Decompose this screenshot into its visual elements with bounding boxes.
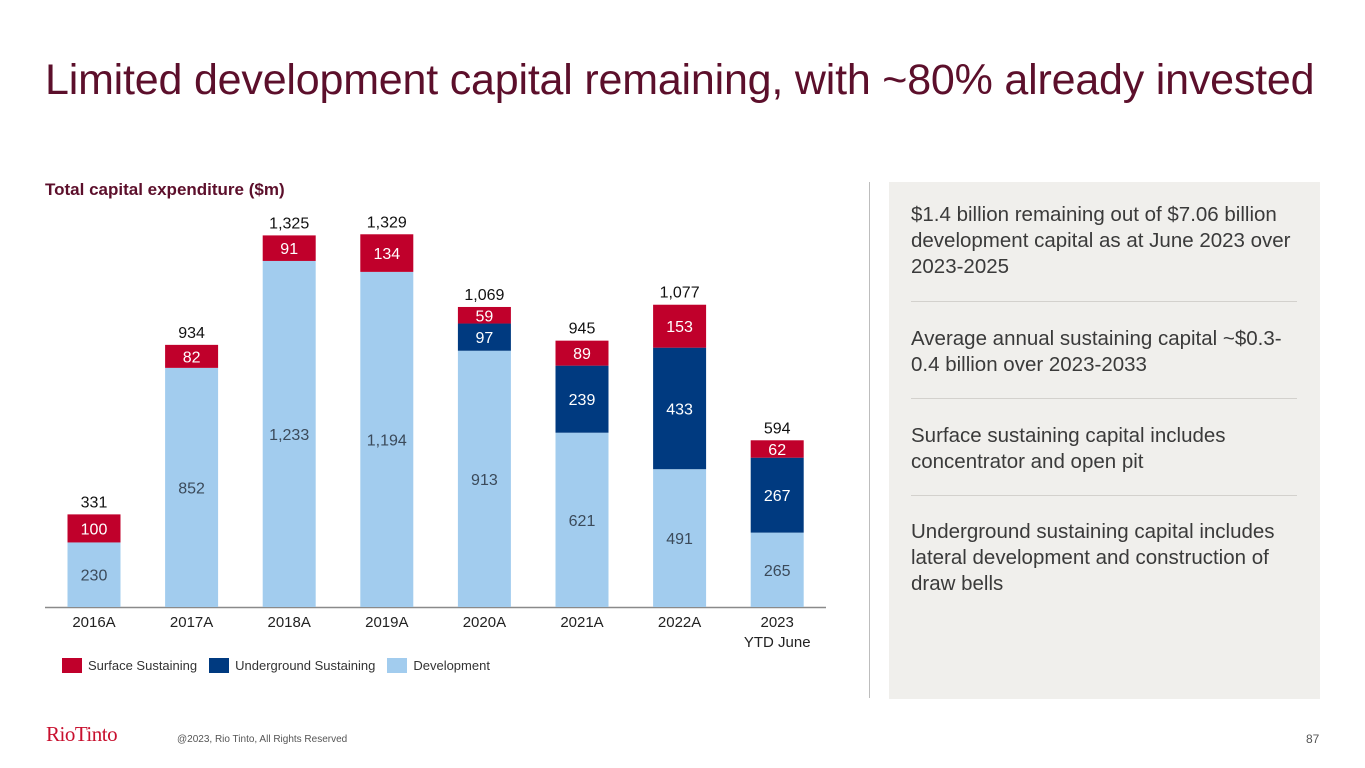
legend-swatch-development <box>387 658 408 673</box>
bar-segment-development <box>360 271 414 607</box>
key-point: Average annual sustaining capital ~$0.3-… <box>911 327 1282 376</box>
data-label-underground-sustaining: 433 <box>666 401 693 418</box>
legend-item-development: Development <box>387 658 490 673</box>
chart-title: Total capital expenditure ($m) <box>45 180 285 199</box>
bar-segment-underground-sustaining <box>653 347 707 470</box>
total-label: 945 <box>569 321 596 338</box>
total-label: 331 <box>81 494 108 511</box>
legend-label: Surface Sustaining <box>88 658 198 673</box>
x-tick-label: 2022A <box>658 614 701 631</box>
key-point: Underground sustaining capital includes … <box>911 520 1275 595</box>
data-label-surface-sustaining: 62 <box>768 442 786 459</box>
x-tick-label: 2016A <box>72 614 115 631</box>
panel-divider <box>911 301 1297 302</box>
key-point: Surface sustaining capital includes conc… <box>911 424 1226 473</box>
total-label: 1,077 <box>660 285 700 302</box>
bar-segment-development <box>165 367 219 607</box>
data-label-surface-sustaining: 153 <box>666 319 693 336</box>
vertical-divider <box>869 182 870 698</box>
bar-segment-surface-sustaining <box>653 304 707 348</box>
data-label-surface-sustaining: 91 <box>280 241 298 258</box>
data-label-development: 1,233 <box>269 427 309 444</box>
key-points-panel: $1.4 billion remaining out of $7.06 bill… <box>889 182 1320 699</box>
data-label-underground-sustaining: 267 <box>764 488 791 505</box>
total-label: 1,069 <box>464 287 504 304</box>
bar-segment-development <box>555 432 609 607</box>
chart-legend: Surface Sustaining Underground Sustainin… <box>62 658 502 673</box>
data-label-surface-sustaining: 134 <box>373 246 400 263</box>
bar-segment-surface-sustaining <box>555 340 609 366</box>
bar-segment-surface-sustaining <box>67 514 121 543</box>
data-label-underground-sustaining: 239 <box>569 392 596 409</box>
data-label-development: 621 <box>569 513 596 530</box>
slide-title: Limited development capital remaining, w… <box>45 56 1315 104</box>
data-label-surface-sustaining: 100 <box>81 521 108 538</box>
data-label-development: 1,194 <box>367 432 407 449</box>
data-label-surface-sustaining: 89 <box>573 346 591 363</box>
data-label-development: 491 <box>666 531 693 548</box>
key-point: $1.4 billion remaining out of $7.06 bill… <box>911 203 1291 278</box>
data-label-development: 265 <box>764 563 791 580</box>
bar-segment-underground-sustaining <box>457 323 511 351</box>
data-label-surface-sustaining: 82 <box>183 349 201 366</box>
x-tick-label: YTD June <box>744 634 811 651</box>
data-label-development: 230 <box>81 568 108 585</box>
data-label-surface-sustaining: 59 <box>476 308 494 325</box>
x-tick-label: 2021A <box>560 614 603 631</box>
legend-label: Underground Sustaining <box>235 658 376 673</box>
legend-swatch-surface-sustaining <box>62 658 82 673</box>
legend-item-underground-sustaining: Underground Sustaining <box>209 658 375 673</box>
bar-segment-underground-sustaining <box>555 365 609 433</box>
bar-segment-surface-sustaining <box>165 344 219 368</box>
bar-segment-underground-sustaining <box>750 457 804 533</box>
x-tick-label: 2019A <box>365 614 408 631</box>
bar-segment-surface-sustaining <box>262 235 316 261</box>
data-label-development: 913 <box>471 472 498 489</box>
rio-tinto-logo: RioTinto <box>46 722 118 746</box>
x-tick-label: 2023 <box>761 614 794 631</box>
legend-item-surface-sustaining: Surface Sustaining <box>62 658 197 673</box>
copyright-text: @2023, Rio Tinto, All Rights Reserved <box>177 734 348 745</box>
x-tick-label: 2020A <box>463 614 506 631</box>
data-label-underground-sustaining: 97 <box>476 330 494 347</box>
bar-segment-development <box>67 542 121 607</box>
x-tick-label: 2018A <box>268 614 311 631</box>
panel-divider <box>911 398 1297 399</box>
total-label: 1,329 <box>367 214 407 231</box>
bar-segment-development <box>457 350 511 607</box>
bar-segment-surface-sustaining <box>457 306 511 324</box>
total-label: 594 <box>764 420 791 437</box>
bar-segment-development <box>750 532 804 607</box>
page-number: 87 <box>1306 732 1320 746</box>
total-label: 934 <box>178 325 205 342</box>
bar-segment-development <box>262 260 316 607</box>
panel-divider <box>911 495 1297 496</box>
bar-segment-surface-sustaining <box>750 440 804 458</box>
data-label-development: 852 <box>178 480 205 497</box>
bar-segment-development <box>653 469 707 607</box>
legend-swatch-underground-sustaining <box>209 658 230 673</box>
x-tick-label: 2017A <box>170 614 213 631</box>
bar-segment-surface-sustaining <box>360 234 414 272</box>
total-label: 1,325 <box>269 215 309 232</box>
stacked-bar-chart: 230 100 331 2016A 852 82 934 2017A 1,233 91 1,325 2… <box>45 214 826 651</box>
legend-label: Development <box>413 658 490 673</box>
